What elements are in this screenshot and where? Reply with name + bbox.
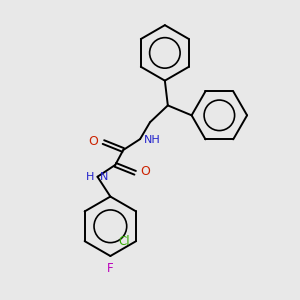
Text: NH: NH [144, 135, 161, 145]
Text: O: O [88, 135, 98, 148]
Text: Cl: Cl [118, 235, 130, 248]
Text: H: H [86, 172, 94, 182]
Text: F: F [107, 262, 114, 275]
Text: O: O [140, 165, 150, 178]
Text: N: N [100, 172, 108, 182]
